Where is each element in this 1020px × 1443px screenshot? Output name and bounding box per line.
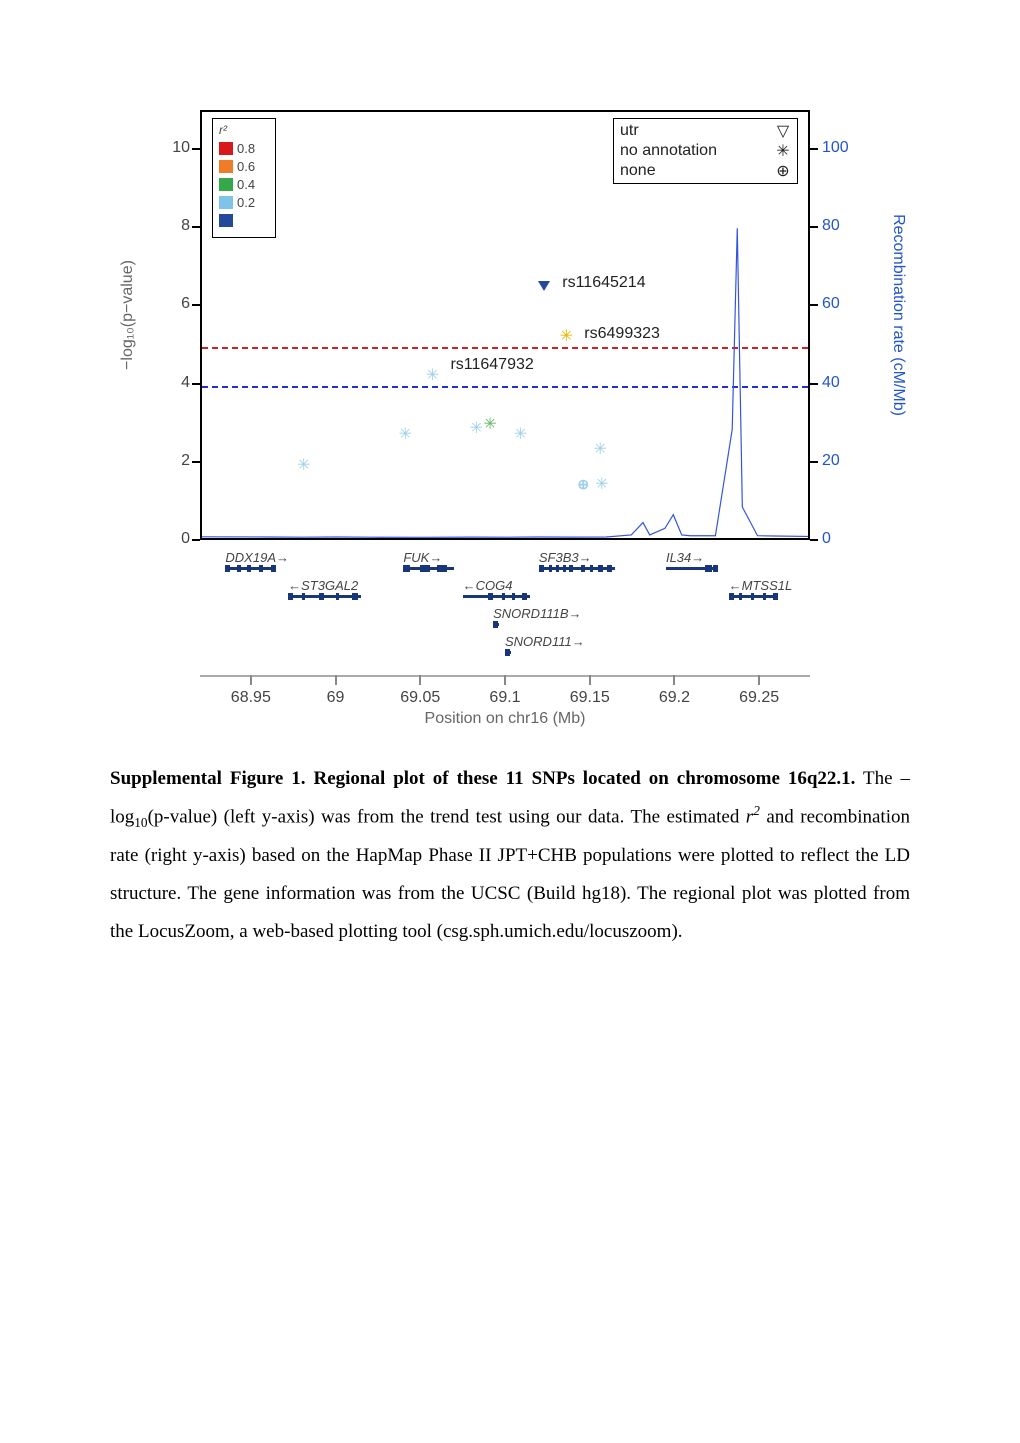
y-right-tick-label: 80 bbox=[822, 217, 862, 235]
x-tick-label: 69 bbox=[327, 689, 345, 707]
y-right-tick-label: 100 bbox=[822, 139, 862, 157]
snp-point: ✳ bbox=[595, 476, 608, 494]
snp-point: ✳ bbox=[483, 416, 496, 434]
snp-label: rs6499323 bbox=[584, 325, 660, 343]
snp-point: ✳ bbox=[426, 367, 439, 385]
caption-text-2: (p-value) (left y-axis) was from the tre… bbox=[148, 806, 746, 827]
y-left-tick-label: 4 bbox=[150, 374, 190, 392]
y-right-tick-label: 40 bbox=[822, 374, 862, 392]
gene-label: DDX19A→ bbox=[225, 550, 289, 565]
y-left-tick-label: 10 bbox=[150, 139, 190, 157]
gene-label: ←MTSS1L bbox=[729, 578, 793, 593]
recombination-line bbox=[202, 112, 808, 538]
snp-point: ⊕ bbox=[577, 476, 589, 494]
gene-label: IL34→ bbox=[666, 550, 717, 565]
y-left-tick-label: 2 bbox=[150, 452, 190, 470]
gene-track: DDX19A→ ←ST3GAL2 FUK→ ←COG4 SNORD111B→ SNORD1… bbox=[200, 550, 810, 670]
gene: IL34→ bbox=[666, 550, 717, 570]
y-left-axis-label: −log₁₀(p−value) bbox=[119, 260, 137, 370]
snp-point: ✳ bbox=[593, 441, 606, 459]
gene: SNORD111→ bbox=[505, 634, 585, 654]
snp-label: rs11647932 bbox=[450, 356, 533, 374]
caption-sup-2: 2 bbox=[753, 803, 760, 818]
gene: DDX19A→ bbox=[225, 550, 289, 570]
y-right-axis-label: Recombination rate (cM/Mb) bbox=[889, 214, 907, 416]
gene-label: SNORD111B→ bbox=[493, 606, 581, 621]
page: −log₁₀(p−value) Recombination rate (cM/M… bbox=[0, 0, 1020, 1011]
gene: ←ST3GAL2 bbox=[288, 578, 361, 598]
gene-label: ←ST3GAL2 bbox=[288, 578, 361, 593]
gene: SNORD111B→ bbox=[493, 606, 581, 626]
snp-point bbox=[538, 281, 550, 291]
x-tick-label: 68.95 bbox=[231, 689, 271, 707]
gene-label: ←COG4 bbox=[463, 578, 531, 593]
x-axis-label: Position on chr16 (Mb) bbox=[200, 710, 810, 728]
snp-point: ✳ bbox=[470, 420, 483, 438]
gene-label: FUK→ bbox=[403, 550, 454, 565]
regional-plot: −log₁₀(p−value) Recombination rate (cM/M… bbox=[110, 100, 910, 740]
gene: FUK→ bbox=[403, 550, 454, 570]
snp-label: rs11645214 bbox=[562, 274, 645, 292]
y-right-tick-label: 60 bbox=[822, 295, 862, 313]
x-tick-label: 69.05 bbox=[400, 689, 440, 707]
x-tick-label: 69.15 bbox=[570, 689, 610, 707]
y-right-tick-label: 0 bbox=[822, 530, 862, 548]
y-left-tick-label: 0 bbox=[150, 530, 190, 548]
x-tick-label: 69.1 bbox=[489, 689, 520, 707]
snp-point: ✳ bbox=[297, 457, 310, 475]
gene: ←COG4 bbox=[463, 578, 531, 598]
snp-point: ✳ bbox=[514, 426, 527, 444]
figure-caption: Supplemental Figure 1. Regional plot of … bbox=[110, 760, 910, 951]
x-tick-label: 69.25 bbox=[739, 689, 779, 707]
caption-title: Supplemental Figure 1. Regional plot of … bbox=[110, 768, 855, 789]
caption-sub-10: 10 bbox=[134, 815, 147, 830]
gene-label: SF3B3→ bbox=[539, 550, 615, 565]
plot-area: r² 0.80.60.40.2 utr▽no annotation✳none⊕ … bbox=[200, 110, 810, 540]
gene: ←MTSS1L bbox=[729, 578, 793, 598]
y-right-tick-label: 20 bbox=[822, 452, 862, 470]
gene: SF3B3→ bbox=[539, 550, 615, 570]
y-left-tick-label: 6 bbox=[150, 295, 190, 313]
snp-point: ✳ bbox=[399, 426, 412, 444]
y-left-tick-label: 8 bbox=[150, 217, 190, 235]
snp-point: ✳ bbox=[560, 328, 573, 346]
gene-label: SNORD111→ bbox=[505, 634, 585, 649]
x-tick-label: 69.2 bbox=[659, 689, 690, 707]
